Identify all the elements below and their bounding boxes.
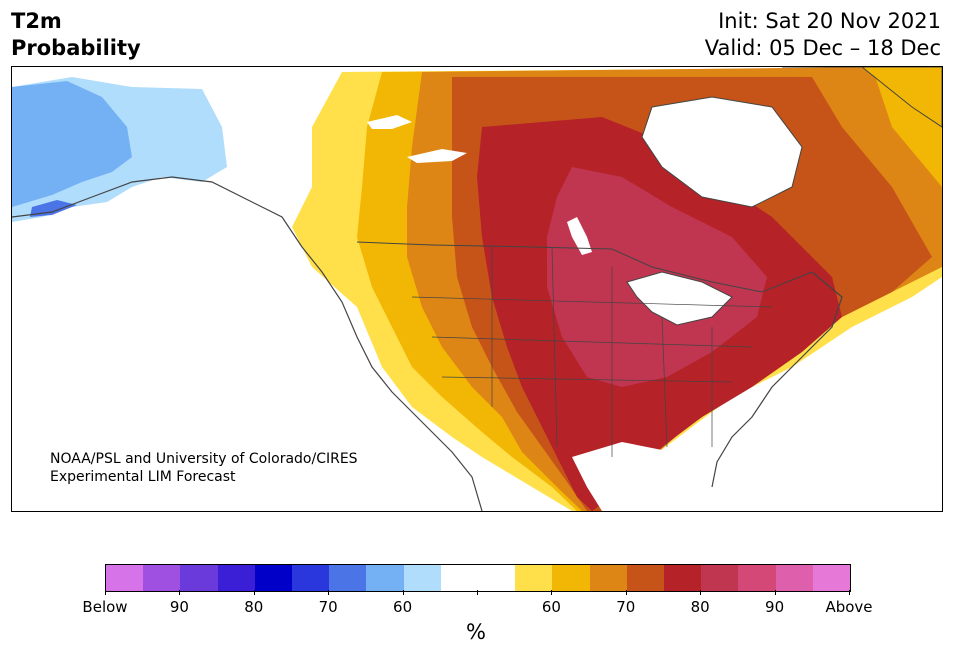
credit-line-2: Experimental LIM Forecast: [50, 469, 236, 485]
colorbar-segment: [292, 565, 330, 591]
colorbar-tick-label: 70: [616, 598, 636, 616]
north-america-map: [12, 67, 942, 511]
colorbar-segment: [403, 565, 441, 591]
colorbar-segment: [701, 565, 739, 591]
colorbar-tick: [849, 590, 850, 595]
colorbar-tick: [774, 590, 776, 595]
colorbar-segment: [626, 565, 665, 591]
colorbar-tick-label: 60: [393, 598, 413, 616]
gulf-of-mexico: [572, 442, 732, 511]
colorbar-tick-label: 80: [690, 598, 710, 616]
colorbar-segment: [440, 565, 479, 591]
map-panel: NOAA/PSL and University of Colorado/CIRE…: [11, 66, 943, 512]
colorbar-tick: [105, 590, 106, 595]
great-lakes: [626, 271, 733, 326]
colorbar-segment: [812, 565, 851, 591]
colorbar-tick-label: Below: [82, 598, 128, 616]
state-lines: [411, 246, 773, 457]
colorbar-segment: [738, 565, 776, 591]
colorbar-segment: [143, 565, 181, 591]
colorbar-tick: [253, 590, 255, 595]
colorbar-segment: [664, 565, 702, 591]
colorbar-tick-label: 90: [169, 598, 189, 616]
chart-title: T2m Probability: [11, 8, 141, 62]
colorbar-tick-label: 90: [765, 598, 785, 616]
great-slave-lake: [407, 149, 467, 163]
colorbar-tick-label: 60: [541, 598, 561, 616]
valid-dates: Valid: 05 Dec – 18 Dec: [704, 36, 941, 60]
colorbar-segment: [552, 565, 590, 591]
colorbar-segment: [366, 565, 404, 591]
colorbar-segment: [775, 565, 813, 591]
colorbar-segment: [217, 565, 255, 591]
great-bear-lake: [367, 115, 412, 129]
colorbar-tick: [551, 590, 553, 595]
colorbar-tick: [477, 590, 478, 595]
colorbar-segment: [180, 565, 218, 591]
init-date: Init: Sat 20 Nov 2021: [718, 9, 941, 33]
colorbar-tick: [328, 590, 330, 595]
colorbar-tick-label: Above: [825, 598, 873, 616]
title-line-1: T2m: [11, 9, 62, 33]
colorbar-segment: [515, 565, 553, 591]
alaska-mid-blue-shade: [12, 81, 132, 207]
colorbar-tick: [179, 590, 181, 595]
colorbar-tick-label: 70: [318, 598, 338, 616]
us-canada-border: [356, 241, 813, 293]
colorbar-segment: [329, 565, 367, 591]
east-coast: [711, 271, 843, 488]
colorbar-tick: [625, 590, 627, 595]
coastline: [12, 176, 483, 511]
colorbar-tick: [700, 590, 702, 595]
map-credit: NOAA/PSL and University of Colorado/CIRE…: [50, 450, 358, 486]
colorbar-segment: [254, 565, 293, 591]
colorbar-unit: %: [466, 620, 486, 644]
probability-colorbar: [105, 564, 851, 592]
forecast-dates: Init: Sat 20 Nov 2021 Valid: 05 Dec – 18…: [705, 8, 941, 62]
colorbar-segment: [589, 565, 627, 591]
colorbar-segment: [478, 565, 516, 591]
colorbar-segment: [106, 565, 144, 591]
hudson-bay: [641, 96, 803, 208]
colorbar-ticks: [105, 590, 851, 596]
credit-line-1: NOAA/PSL and University of Colorado/CIRE…: [50, 451, 358, 467]
title-line-2: Probability: [11, 36, 141, 60]
colorbar-tick: [402, 590, 404, 595]
lake-winnipeg: [567, 217, 592, 255]
colorbar-tick-label: 80: [244, 598, 264, 616]
greenland-edge: [782, 67, 942, 128]
